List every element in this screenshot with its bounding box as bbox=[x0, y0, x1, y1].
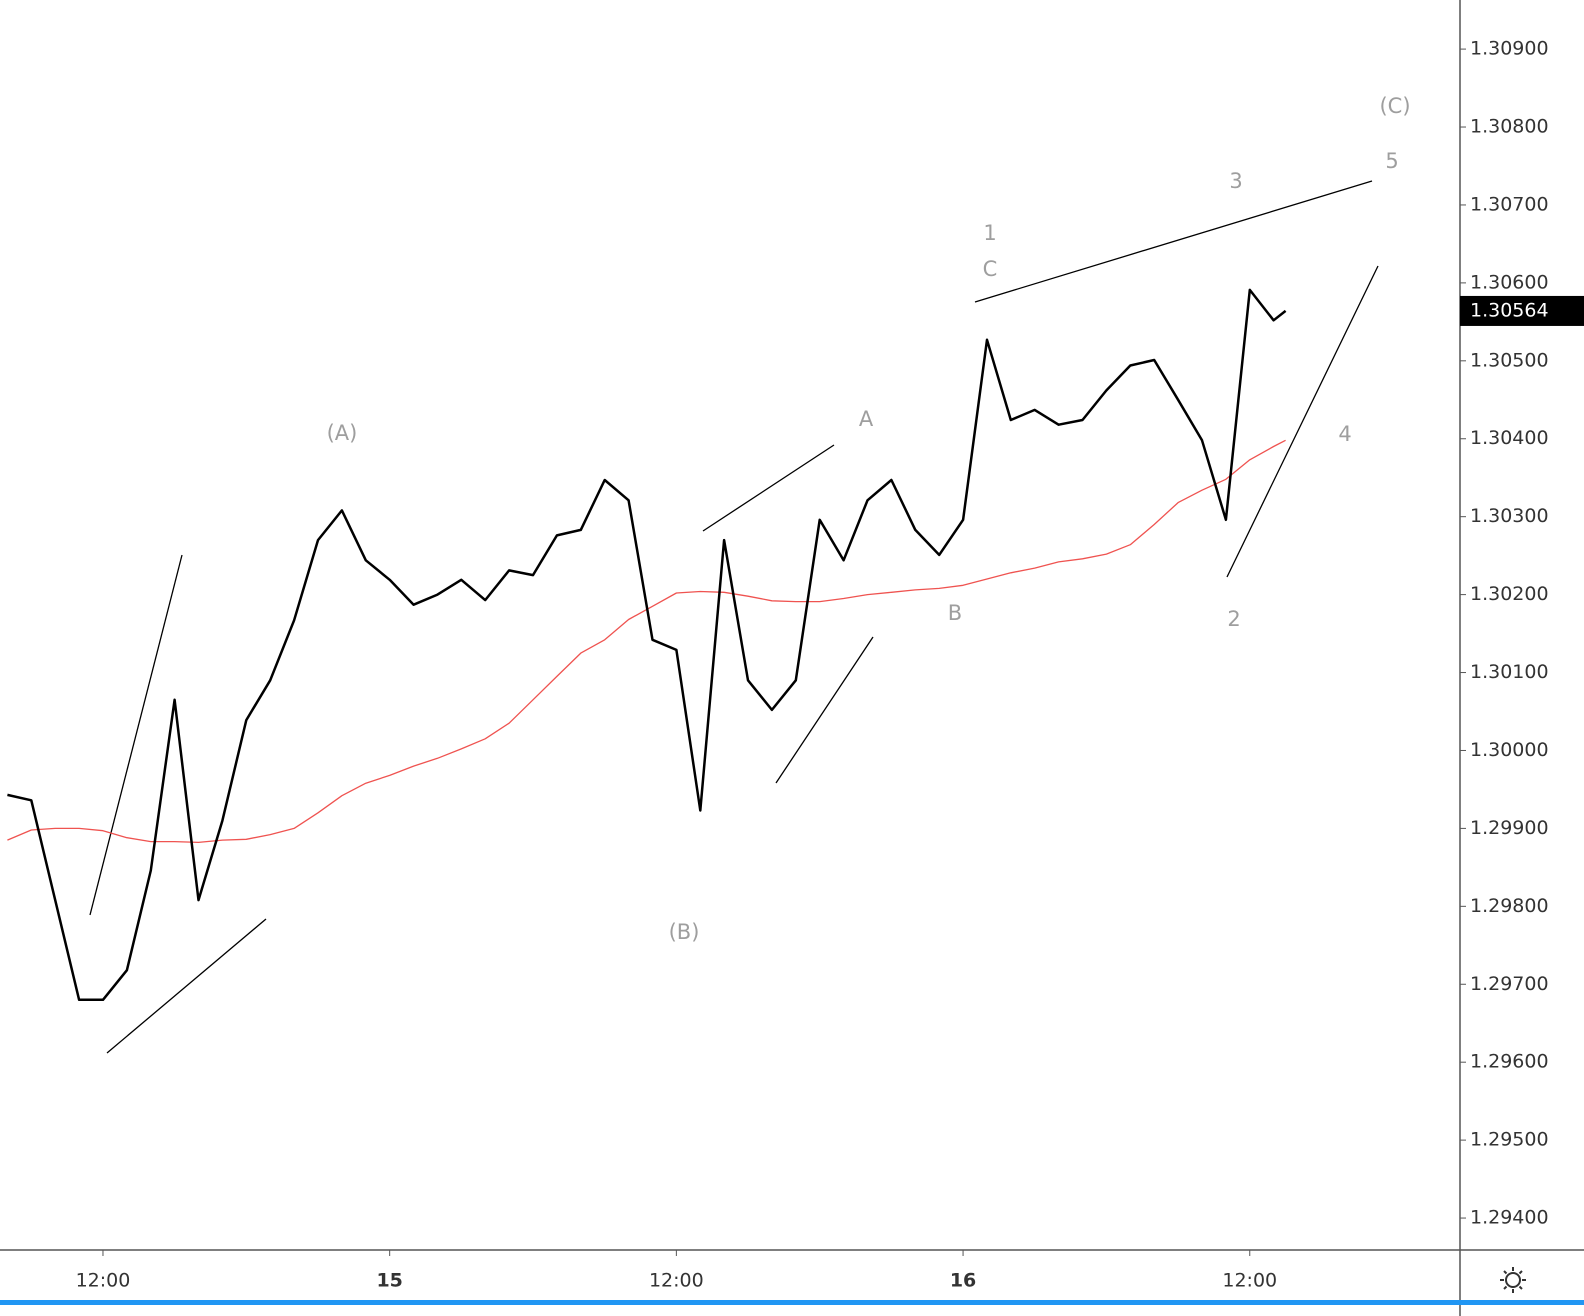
y-tick-label: 1.30400 bbox=[1470, 427, 1549, 449]
bottom-bar bbox=[0, 1300, 1584, 1305]
wave-label: C bbox=[983, 257, 998, 281]
settings-icon[interactable] bbox=[1500, 1267, 1526, 1293]
x-tick-label: 15 bbox=[376, 1270, 402, 1292]
y-tick-label: 1.30300 bbox=[1470, 505, 1549, 527]
x-tick-label: 12:00 bbox=[649, 1270, 704, 1292]
wave-label: A bbox=[859, 407, 874, 431]
y-tick-label: 1.29900 bbox=[1470, 817, 1549, 839]
x-tick-label: 12:00 bbox=[76, 1270, 131, 1292]
trend-line bbox=[702, 444, 835, 532]
wave-label: 2 bbox=[1227, 607, 1240, 631]
trend-line bbox=[89, 554, 183, 916]
trend-line bbox=[775, 636, 874, 784]
y-tick-label: 1.30900 bbox=[1470, 38, 1549, 60]
y-tick-label: 1.29500 bbox=[1470, 1129, 1549, 1151]
trend-line bbox=[1226, 265, 1379, 578]
y-tick-label: 1.30500 bbox=[1470, 349, 1549, 371]
x-tick-label: 12:00 bbox=[1222, 1270, 1277, 1292]
average-line bbox=[7, 439, 1286, 844]
wave-label: (C) bbox=[1379, 94, 1410, 118]
trend-lines bbox=[89, 180, 1379, 1054]
last-price-label: 1.30564 bbox=[1470, 299, 1549, 321]
wave-label: B bbox=[948, 601, 962, 625]
price-line bbox=[7, 288, 1287, 1002]
y-tick-label: 1.30600 bbox=[1470, 271, 1549, 293]
y-tick-label: 1.30800 bbox=[1470, 116, 1549, 138]
y-tick-label: 1.30700 bbox=[1470, 193, 1549, 215]
y-tick-label: 1.30100 bbox=[1470, 661, 1549, 683]
y-tick-label: 1.29400 bbox=[1470, 1207, 1549, 1229]
settings-icon-rays bbox=[1500, 1267, 1526, 1293]
y-tick-label: 1.29600 bbox=[1470, 1051, 1549, 1073]
wave-label: 5 bbox=[1385, 149, 1398, 173]
y-tick-label: 1.29800 bbox=[1470, 895, 1549, 917]
y-tick-label: 1.30000 bbox=[1470, 739, 1549, 761]
y-tick-label: 1.29700 bbox=[1470, 973, 1549, 995]
trend-line bbox=[974, 180, 1373, 303]
wave-label: 3 bbox=[1229, 169, 1242, 193]
wave-label: (B) bbox=[669, 920, 700, 944]
wave-label: (A) bbox=[327, 421, 358, 445]
trend-line bbox=[106, 918, 267, 1054]
settings-icon-circle bbox=[1505, 1272, 1521, 1288]
wave-label: 1 bbox=[983, 221, 996, 245]
x-tick-label: 16 bbox=[950, 1270, 976, 1292]
last-price-tag bbox=[1460, 295, 1584, 326]
wave-label: 4 bbox=[1338, 422, 1351, 446]
y-tick-label: 1.30200 bbox=[1470, 583, 1549, 605]
